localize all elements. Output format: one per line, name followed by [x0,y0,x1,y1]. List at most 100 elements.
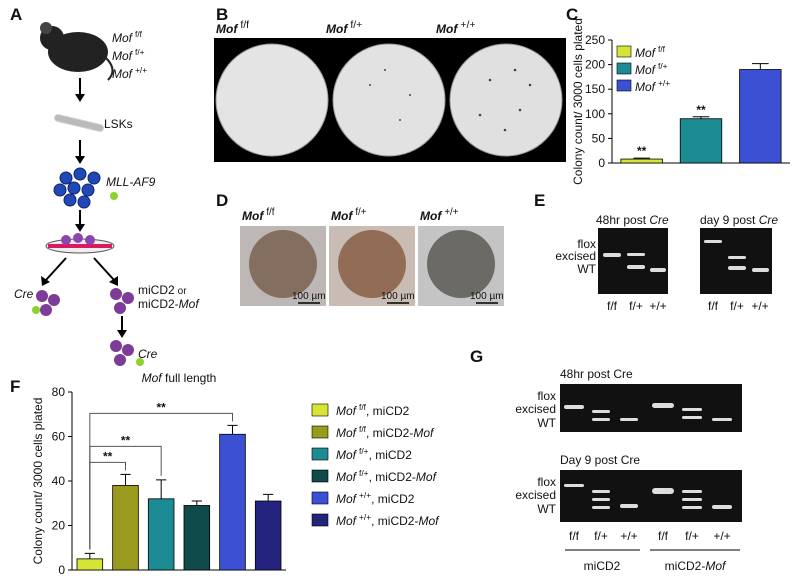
axis-line [71,392,286,571]
gene: Mof [336,448,358,462]
error-bar [752,63,769,70]
vector: , miCD2 [371,492,415,506]
lane-label: +/+ [751,299,768,313]
genotype: f/+ [658,61,668,71]
scale-bar-label: 100 µm [292,291,326,302]
gene: Mof [112,31,134,45]
genotype: f/f [359,402,367,412]
genotype: f/f [658,44,666,54]
genotype: +/+ [359,512,371,522]
gene: Mof [635,46,657,60]
legend-swatch [311,491,329,505]
error-bar [227,424,238,435]
genotype-label: Mof f/+ [635,61,668,77]
band-label: WT [537,502,556,516]
error-bar [120,473,131,486]
lane-label: f/+ [730,299,744,313]
vector-gene: Mof [418,514,440,528]
vector-gene: Mof [416,470,438,484]
lane-label: +/+ [713,529,730,543]
bar [254,500,282,571]
group-text: miCD2 [584,559,621,573]
timepoint-label: Day 9 post Cre [560,453,640,467]
lane-label: +/+ [620,529,637,543]
timepoint-gene: Cre [759,213,779,227]
significance: ** [696,103,706,117]
genotype-label: Mof +/+, miCD2-Mof [336,512,440,528]
legend-swatch [311,425,329,439]
genotype-label: Mof f/+, miCD2 [336,446,412,462]
gene: Mof [635,63,657,77]
vector: , miCD2- [369,470,416,484]
significance-bracket [89,412,233,550]
group-gene: Mof [705,559,727,573]
lane-label: +/+ [649,299,666,313]
y-tick-label: 200 [585,58,605,72]
chart-title: Mof full length [142,371,217,385]
error-bar [191,500,202,506]
gene: Mof [336,470,358,484]
legend-swatch [311,469,329,483]
cell-label: LSKs [104,117,133,131]
gene: Mof [635,80,657,94]
genotype: +/+ [460,19,475,31]
genotype-label: Mof f/f [112,29,143,45]
legend-swatch [616,62,632,75]
y-axis-label: Colony count/ 3000 cells plated [571,18,585,185]
bar [183,505,211,571]
y-tick-label: 0 [598,156,605,170]
y-tick-label: 80 [52,385,66,399]
genotype-label: Mof +/+ [635,78,670,94]
genotype-label: Mof +/+, miCD2 [336,490,415,506]
gene: Mof [436,22,458,36]
y-tick-label: 250 [585,33,605,47]
genotype: f/f [359,424,367,434]
panel-label: B [216,5,228,24]
gene: Mof [336,404,358,418]
colony-image [240,226,504,306]
gene: Mof [420,209,442,223]
bar [739,69,782,164]
schematic [32,22,144,366]
error-bar [84,552,95,559]
vector: , miCD2- [371,514,418,528]
group-label: miCD2-Mof [665,559,727,573]
lane-label: f/+ [685,529,699,543]
legend-swatch [311,447,329,461]
genotype: +/+ [359,490,371,500]
band-label: excised [515,488,556,502]
legend-swatch [311,403,329,417]
lane-label: f/+ [629,299,643,313]
vector: , miCD2 [366,404,410,418]
band-label: flox [577,237,596,251]
genotype-label: Mof +/+ [112,65,147,81]
timepoint-gene: Cre [649,213,669,227]
timepoint-label: day 9 post Cre [700,213,778,227]
title-gene: Mof [142,371,164,385]
error-bar [156,479,167,499]
y-tick-label: 0 [58,563,65,577]
significance: ** [121,433,131,447]
band-label: excised [515,402,556,416]
gene: Mof [336,492,358,506]
genotype: f/+ [135,47,145,57]
y-tick-label: 40 [52,474,66,488]
vector: , miCD2- [366,426,413,440]
genotype-label: Mof f/f, miCD2-Mof [336,424,435,440]
panel-label: D [216,191,228,210]
gene: Mof [331,209,353,223]
band-label: WT [537,416,556,430]
lane-label: f/f [708,299,719,313]
panel-label: C [566,5,578,24]
lane-label: f/f [607,299,618,313]
significance: ** [637,144,647,158]
lane-label: f/f [569,529,580,543]
bar [112,485,139,571]
vector-text: miCD2 [138,283,175,297]
genotype: f/+ [350,19,362,31]
title-text: full length [162,371,217,385]
gene: Mof [336,514,358,528]
gene: Mof [336,426,358,440]
band-label: excised [555,249,596,263]
